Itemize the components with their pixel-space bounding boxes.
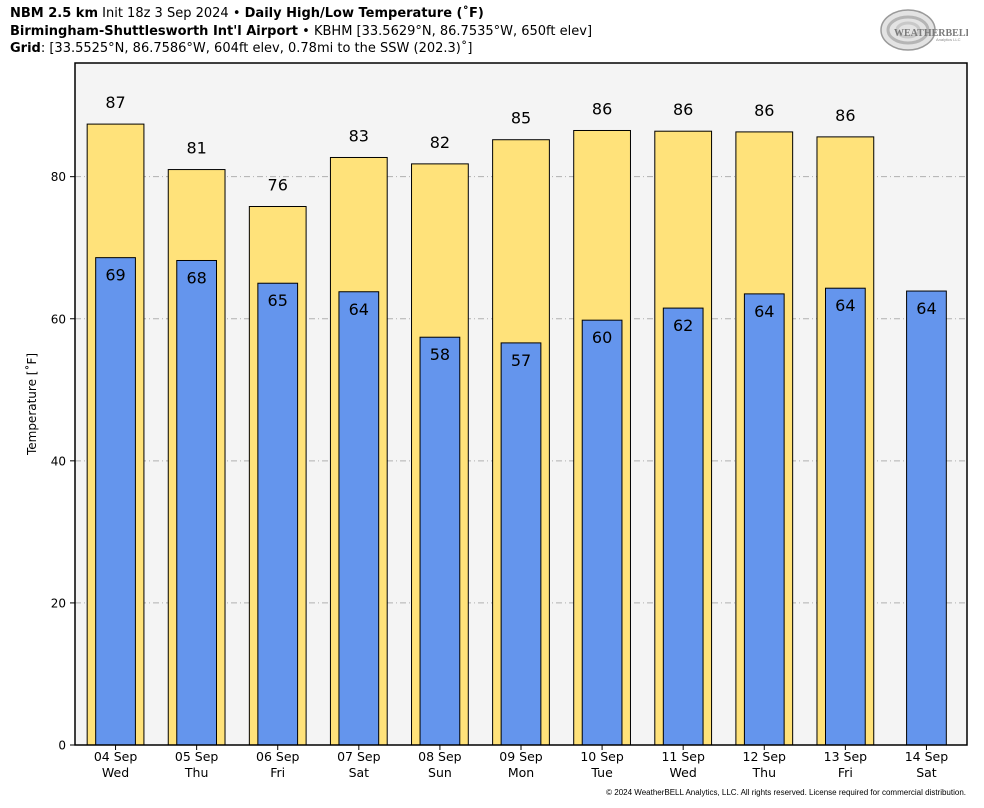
low-temp-label: 65 <box>268 291 288 310</box>
x-tick-label-date: 04 Sep <box>94 749 138 764</box>
low-temp-label: 64 <box>835 296 855 315</box>
high-temp-label: 86 <box>592 99 612 118</box>
y-tick-label: 0 <box>58 739 66 753</box>
weatherbell-logo: WEATHERBELL Analytics LLC <box>880 9 968 51</box>
x-tick-label-day: Sun <box>428 765 452 780</box>
grid-line: Grid: [33.5525°N, 86.7586°W, 604ft elev,… <box>10 41 472 57</box>
logo-text: WEATHERBELL <box>894 28 968 39</box>
model-name: NBM 2.5 km <box>10 6 98 21</box>
x-tick-label-day: Thu <box>184 765 208 780</box>
data-labels: 87 69 81 68 76 65 83 64 82 58 85 57 86 60 86 62 86 64 86 64… <box>105 93 936 370</box>
high-temp-label: 86 <box>754 101 774 120</box>
x-tick-label-date: 12 Sep <box>743 749 787 764</box>
low-temp-label: 64 <box>349 300 369 319</box>
high-temp-label: 76 <box>268 176 288 195</box>
high-temp-label: 86 <box>835 106 855 125</box>
y-tick-label: 80 <box>51 170 66 184</box>
x-tick-label-date: 07 Sep <box>337 749 381 764</box>
high-temp-label: 86 <box>673 100 693 119</box>
x-tick-label-day: Sat <box>916 765 937 780</box>
x-tick-label-day: Fri <box>838 765 853 780</box>
x-tick-label-date: 06 Sep <box>256 749 300 764</box>
chart-title-line: NBM 2.5 km Init 18z 3 Sep 2024 • Daily H… <box>10 6 484 22</box>
y-tick-label: 40 <box>51 454 66 468</box>
low-temp-bar <box>824 287 866 746</box>
x-tick-label-day: Tue <box>590 765 613 780</box>
high-temp-label: 83 <box>349 126 369 145</box>
high-temp-label: 81 <box>186 139 206 158</box>
low-temp-label: 64 <box>916 299 936 318</box>
low-temp-bar <box>500 342 542 746</box>
x-tick-label-day: Thu <box>752 765 776 780</box>
y-tick-label: 20 <box>51 596 66 610</box>
product-name: Daily High/Low Temperature (˚F) <box>244 6 484 21</box>
low-temp-label: 57 <box>511 351 531 370</box>
grid-label: Grid <box>10 41 41 56</box>
x-tick-label-date: 05 Sep <box>175 749 219 764</box>
high-temp-label: 87 <box>105 93 125 112</box>
separator: • <box>232 6 241 21</box>
low-temp-label: 58 <box>430 345 450 364</box>
x-tick-label-date: 10 Sep <box>580 749 624 764</box>
x-tick-label-date: 13 Sep <box>824 749 868 764</box>
low-temp-bar <box>906 290 947 746</box>
high-temp-label: 82 <box>430 133 450 152</box>
x-tick-label-day: Fri <box>270 765 285 780</box>
grid-info: : [33.5525°N, 86.7586°W, 604ft elev, 0.7… <box>40 41 473 56</box>
high-temp-label: 85 <box>511 109 531 128</box>
station-line: Birmingham-Shuttlesworth Int'l Airport •… <box>10 24 592 40</box>
logo-subtext: Analytics LLC <box>936 37 961 42</box>
x-tick-label-date: 09 Sep <box>499 749 543 764</box>
y-tick-label: 60 <box>51 312 66 326</box>
separator: • <box>302 24 310 39</box>
low-temp-bar <box>338 291 380 746</box>
x-tick-label-date: 08 Sep <box>418 749 462 764</box>
x-tick-label-day: Wed <box>670 765 697 780</box>
low-temp-bar <box>419 336 461 746</box>
y-axis-label: Temperature [˚F] <box>24 353 39 456</box>
low-temp-bar <box>95 257 136 746</box>
low-temp-label: 68 <box>186 268 206 287</box>
copyright-notice: © 2024 WeatherBELL Analytics, LLC. All r… <box>606 788 966 797</box>
low-temp-bar <box>581 319 623 746</box>
station-name: Birmingham-Shuttlesworth Int'l Airport <box>10 24 299 39</box>
x-tick-label-date: 11 Sep <box>661 749 705 764</box>
init-time: Init 18z 3 Sep 2024 <box>102 6 229 21</box>
low-temp-bar <box>257 282 299 746</box>
low-temp-label: 60 <box>592 328 612 347</box>
low-temp-label: 69 <box>105 266 125 285</box>
x-tick-label-day: Mon <box>508 765 534 780</box>
x-tick-label-day: Sat <box>349 765 370 780</box>
bar-group <box>86 123 947 746</box>
low-temp-bar <box>176 259 218 746</box>
x-tick-label-date: 14 Sep <box>905 749 949 764</box>
low-temp-label: 62 <box>673 316 693 335</box>
low-temp-bar <box>743 293 785 746</box>
low-temp-label: 64 <box>754 302 774 321</box>
station-info: KBHM [33.5629°N, 86.7535°W, 650ft elev] <box>313 24 593 39</box>
low-temp-bar <box>662 307 704 746</box>
x-tick-label-day: Wed <box>102 765 129 780</box>
